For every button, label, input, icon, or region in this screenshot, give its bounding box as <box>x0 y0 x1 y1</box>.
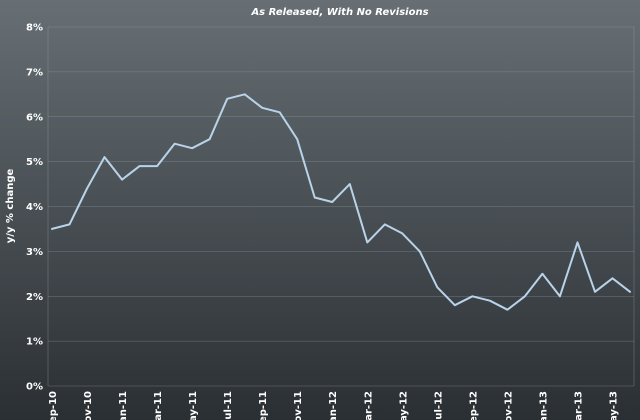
x-axis-tick-labels: Sep-10 Nov-10 Jan-11 Mar-11 May-11 Jul-11 Sep-… <box>48 391 619 420</box>
data-point <box>296 138 299 140</box>
data-point <box>471 295 474 298</box>
data-point <box>121 178 123 181</box>
data-point <box>384 223 386 226</box>
y-tick-label: 2% <box>26 292 43 303</box>
y-tick-label: 0% <box>26 382 43 393</box>
y-tick-label: 7% <box>26 67 43 78</box>
data-point <box>366 241 369 244</box>
data-point <box>594 291 596 293</box>
x-tick-label: May-12 <box>398 391 409 420</box>
data-point <box>86 187 88 190</box>
data-point <box>208 138 211 140</box>
data-point <box>103 156 106 158</box>
gridlines <box>47 26 635 387</box>
data-point <box>629 291 631 293</box>
x-tick-label: May-11 <box>188 391 199 420</box>
data-point <box>51 228 53 230</box>
y-tick-label: 6% <box>26 112 43 123</box>
data-point <box>261 107 264 109</box>
y-tick-label: 8% <box>26 23 43 34</box>
x-tick-label: Sep-11 <box>258 391 269 420</box>
data-point <box>173 142 176 145</box>
y-axis-tick-labels: 0% 1% 2% 3% 4% 5% 6% 7% 8% <box>26 23 43 393</box>
series-layer <box>51 93 631 311</box>
data-point <box>489 299 491 302</box>
data-point <box>454 304 456 307</box>
data-point <box>156 165 158 167</box>
x-tick-label: Nov-11 <box>293 391 304 420</box>
data-point <box>278 111 281 114</box>
data-point <box>576 241 579 244</box>
data-point <box>349 183 351 185</box>
data-point <box>243 93 246 96</box>
data-point <box>611 277 614 280</box>
y-tick-label: 1% <box>26 337 43 348</box>
chart-title: As Released, With No Revisions <box>250 7 428 18</box>
data-point <box>436 286 439 289</box>
data-point <box>68 223 71 226</box>
data-point <box>138 165 141 167</box>
data-point <box>524 295 526 298</box>
x-tick-label: Nov-12 <box>503 391 514 420</box>
data-point <box>401 232 404 235</box>
x-tick-label: Mar-12 <box>363 391 374 420</box>
x-tick-label: Sep-10 <box>48 391 59 420</box>
x-tick-label: Jul-12 <box>433 391 444 420</box>
x-tick-label: Jan-12 <box>328 391 339 420</box>
data-point <box>541 273 544 275</box>
data-point <box>313 196 316 199</box>
x-tick-label: May-13 <box>608 391 619 420</box>
data-point <box>331 201 334 203</box>
x-tick-label: Jan-11 <box>118 391 129 420</box>
data-point <box>559 295 561 298</box>
x-tick-label: Nov-10 <box>83 391 94 420</box>
series-line <box>51 93 631 311</box>
data-point <box>226 98 228 100</box>
x-tick-label: Jul-11 <box>223 391 234 420</box>
y-tick-label: 5% <box>26 157 43 168</box>
data-point <box>419 250 421 253</box>
x-tick-label: Jan-13 <box>538 391 549 420</box>
x-tick-label: Mar-11 <box>153 391 164 420</box>
data-point <box>191 147 193 149</box>
x-tick-label: Sep-12 <box>468 391 479 420</box>
y-tick-label: 4% <box>26 202 43 213</box>
y-axis-label: y/y % change <box>5 169 16 244</box>
x-tick-label: Mar-13 <box>573 391 584 420</box>
y-tick-label: 3% <box>26 247 43 258</box>
data-point <box>506 308 509 311</box>
